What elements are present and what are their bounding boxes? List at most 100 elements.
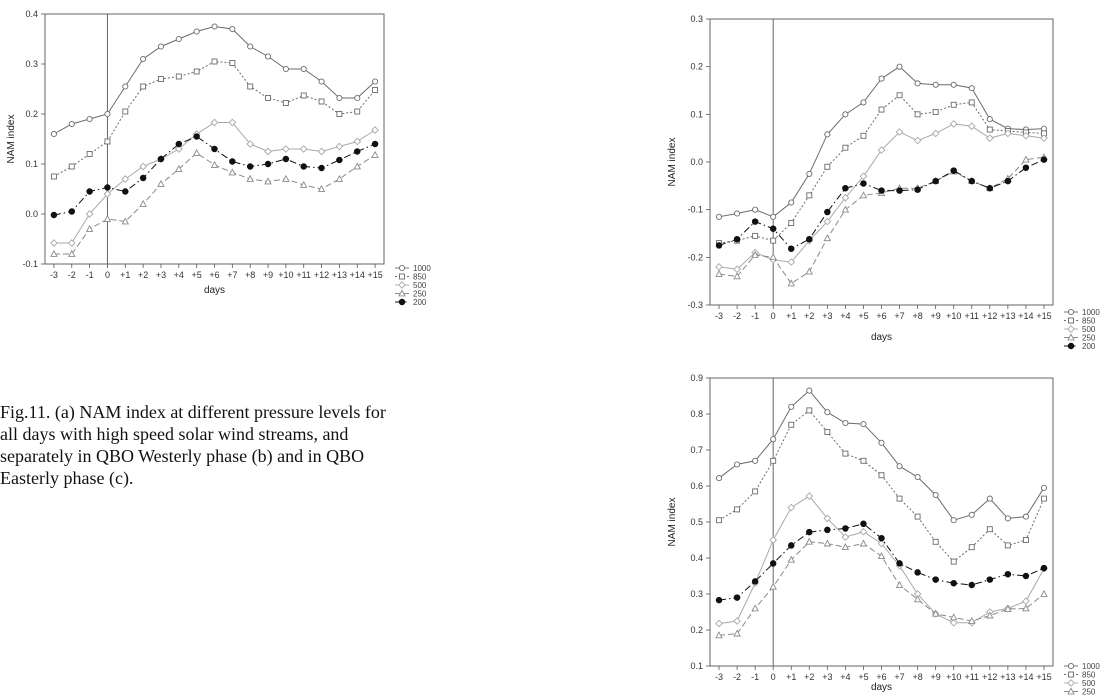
x-tick-label: -3 [715,311,723,321]
data-point [372,87,379,93]
x-tick-label: +15 [1036,311,1051,321]
x-tick-label: +4 [840,311,850,321]
data-point [751,604,759,612]
data-point [317,147,326,156]
legend-label-200: 200 [413,298,427,307]
data-point [878,534,885,542]
data-point [986,116,993,123]
data-point [787,279,795,287]
data-point [1022,604,1030,612]
data-point [336,156,343,164]
data-point [787,555,795,563]
data-point [769,225,777,232]
x-tick-label: +13 [332,270,347,280]
data-point [318,98,325,105]
data-point [914,186,921,193]
data-point [950,81,957,88]
x-tick-label: +8 [245,270,255,280]
data-point [859,539,868,547]
x-tick-label: +2 [804,672,814,682]
legend-label-1000: 1000 [1082,308,1100,317]
x-tick-label: -2 [68,270,76,280]
data-point [1022,572,1030,580]
x-tick-label: +11 [296,270,311,280]
data-point [1041,495,1047,502]
legend-marker [398,264,406,272]
data-point [140,83,147,90]
data-point [265,95,271,101]
x-tick-label: +15 [367,270,382,280]
y-tick-label: 0.0 [690,157,703,167]
data-point [1022,513,1029,520]
data-point [787,542,795,549]
data-point [931,129,940,138]
data-point [1022,164,1030,171]
data-point [914,80,921,87]
data-point [878,187,885,194]
x-tick-label: 0 [771,311,776,321]
legend-marker [398,281,406,289]
data-point [715,475,723,482]
series-250 [715,537,1048,639]
data-point [371,126,379,134]
data-point [1004,570,1012,578]
data-point [986,576,994,583]
data-point [860,421,867,428]
data-point [299,180,308,188]
data-point [878,106,885,113]
data-point [752,206,759,213]
x-tick-label: +6 [209,270,219,280]
data-point [715,242,723,249]
data-point [246,163,254,170]
data-point [734,506,741,513]
legend-marker [1068,671,1074,678]
y-tick-label: 0.6 [690,481,703,491]
series-200 [715,156,1048,253]
series-1000 [715,387,1048,524]
data-point [282,65,289,73]
data-point [950,517,957,524]
data-point [193,68,200,75]
data-point [229,25,236,33]
data-point [860,180,867,187]
data-point [770,436,777,443]
data-point [104,110,111,118]
data-point [139,162,147,171]
x-tick-label: +8 [912,311,922,321]
data-point [157,179,165,187]
data-point [1040,156,1048,163]
data-point [950,558,957,565]
data-point [175,35,182,43]
data-point [158,76,164,82]
data-point [211,145,218,153]
series-200 [50,133,379,219]
data-point [211,23,218,30]
data-point [968,99,975,106]
data-point [842,144,849,151]
data-point [229,60,236,66]
data-point [806,192,813,199]
y-tick-label: 0.4 [690,553,703,563]
data-point [968,177,976,185]
data-point [806,170,813,177]
data-point [139,174,147,182]
data-point [824,163,831,170]
data-point [859,172,868,181]
series-line-200 [718,159,1045,250]
data-point [300,163,307,170]
data-point [878,472,885,479]
data-point [949,613,958,621]
data-point [805,267,814,275]
data-point [896,560,903,567]
data-point [264,53,272,60]
data-point [842,419,849,427]
x-tick-label: +13 [1000,672,1015,682]
data-point [769,560,777,567]
data-point [968,511,975,518]
x-axis-label: days [871,682,892,693]
x-tick-label: -2 [733,311,741,321]
y-tick-label: 0.0 [25,209,38,219]
data-point [788,220,795,226]
data-point [50,130,57,138]
data-point [805,537,814,545]
